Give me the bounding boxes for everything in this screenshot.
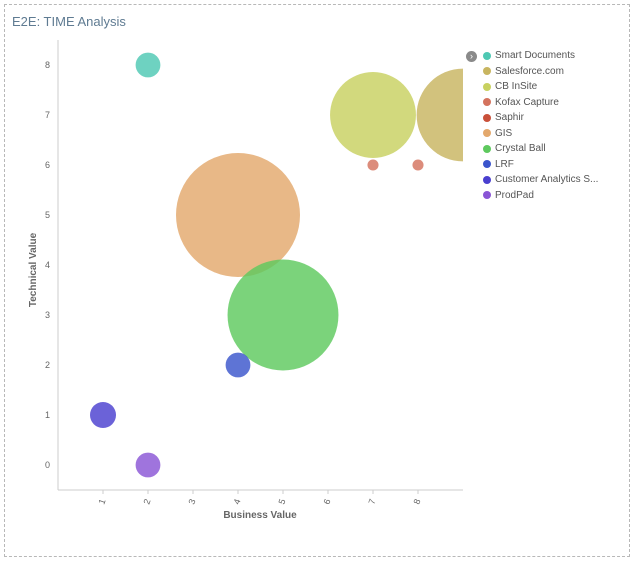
legend-label: GIS [495, 127, 513, 139]
legend-item[interactable]: Salesforce.com [483, 64, 598, 80]
legend-item[interactable]: Customer Analytics S... [483, 172, 598, 188]
legend-swatch [483, 113, 491, 122]
y-tick-label: 2 [45, 360, 50, 370]
y-tick-label: 6 [45, 160, 50, 170]
x-tick-label: 4 [232, 498, 243, 506]
legend-item[interactable]: Smart Documents [483, 48, 598, 64]
legend-swatch [483, 144, 491, 153]
y-tick-label: 7 [45, 110, 50, 120]
bubble-kofax-capture[interactable] [412, 159, 424, 171]
legend-label: CB InSite [495, 81, 538, 93]
legend-item[interactable]: CB InSite [483, 79, 598, 95]
legend-label: Saphir [495, 112, 524, 124]
x-tick-label: 1 [97, 498, 108, 506]
legend-label: Customer Analytics S... [495, 174, 599, 186]
bubble-gis[interactable] [176, 153, 300, 277]
legend-item[interactable]: LRF [483, 157, 598, 173]
x-tick-label: 7 [367, 498, 378, 506]
bubble-smart-documents[interactable] [135, 52, 161, 78]
x-tick-label: 2 [142, 498, 153, 506]
legend-swatch [483, 98, 491, 107]
bubble-prodpad[interactable] [135, 452, 161, 478]
legend-swatch [483, 51, 491, 60]
bubble-salesforce-com[interactable] [416, 68, 510, 162]
legend-swatch [483, 82, 491, 91]
legend-label: Salesforce.com [495, 65, 564, 77]
legend: › Smart Documents Salesforce.com CB InSite… [466, 48, 598, 204]
x-tick-label: 3 [187, 498, 198, 506]
legend-item[interactable]: Kofax Capture [483, 95, 598, 111]
legend-swatch [483, 160, 491, 169]
y-tick-label: 3 [45, 310, 50, 320]
legend-swatch [483, 175, 491, 184]
legend-swatch [483, 129, 491, 138]
chart-panel [4, 4, 630, 557]
legend-label: Crystal Ball [495, 143, 546, 155]
bubble-customer-analytics-s[interactable] [89, 401, 117, 429]
bubble-lrf[interactable] [225, 352, 251, 378]
legend-label: ProdPad [495, 189, 534, 201]
legend-swatch [483, 191, 491, 200]
x-tick-label: 6 [322, 498, 333, 506]
bubble-cb-insite[interactable] [330, 72, 416, 158]
y-tick-label: 8 [45, 60, 50, 70]
legend-label: Smart Documents [495, 50, 576, 62]
x-tick-label: 8 [412, 498, 423, 506]
chart-title: E2E: TIME Analysis [12, 14, 126, 29]
legend-scroll-icon[interactable]: › [466, 51, 477, 62]
y-tick-label: 1 [45, 410, 50, 420]
legend-item[interactable]: Crystal Ball [483, 141, 598, 157]
legend-item[interactable]: Saphir [483, 110, 598, 126]
y-tick-label: 5 [45, 210, 50, 220]
bubble-kofax-capture[interactable] [367, 159, 379, 171]
legend-label: Kofax Capture [495, 96, 559, 108]
legend-item[interactable]: ProdPad [483, 188, 598, 204]
y-tick-label: 4 [45, 260, 50, 270]
bubble-crystal-ball[interactable] [227, 259, 339, 371]
y-axis-label: Technical Value [28, 232, 39, 307]
legend-label: LRF [495, 158, 514, 170]
legend-item[interactable]: GIS [483, 126, 598, 142]
x-tick-label: 5 [277, 498, 288, 506]
y-tick-label: 0 [45, 460, 50, 470]
x-axis-label: Business Value [223, 510, 297, 521]
legend-swatch [483, 67, 491, 76]
